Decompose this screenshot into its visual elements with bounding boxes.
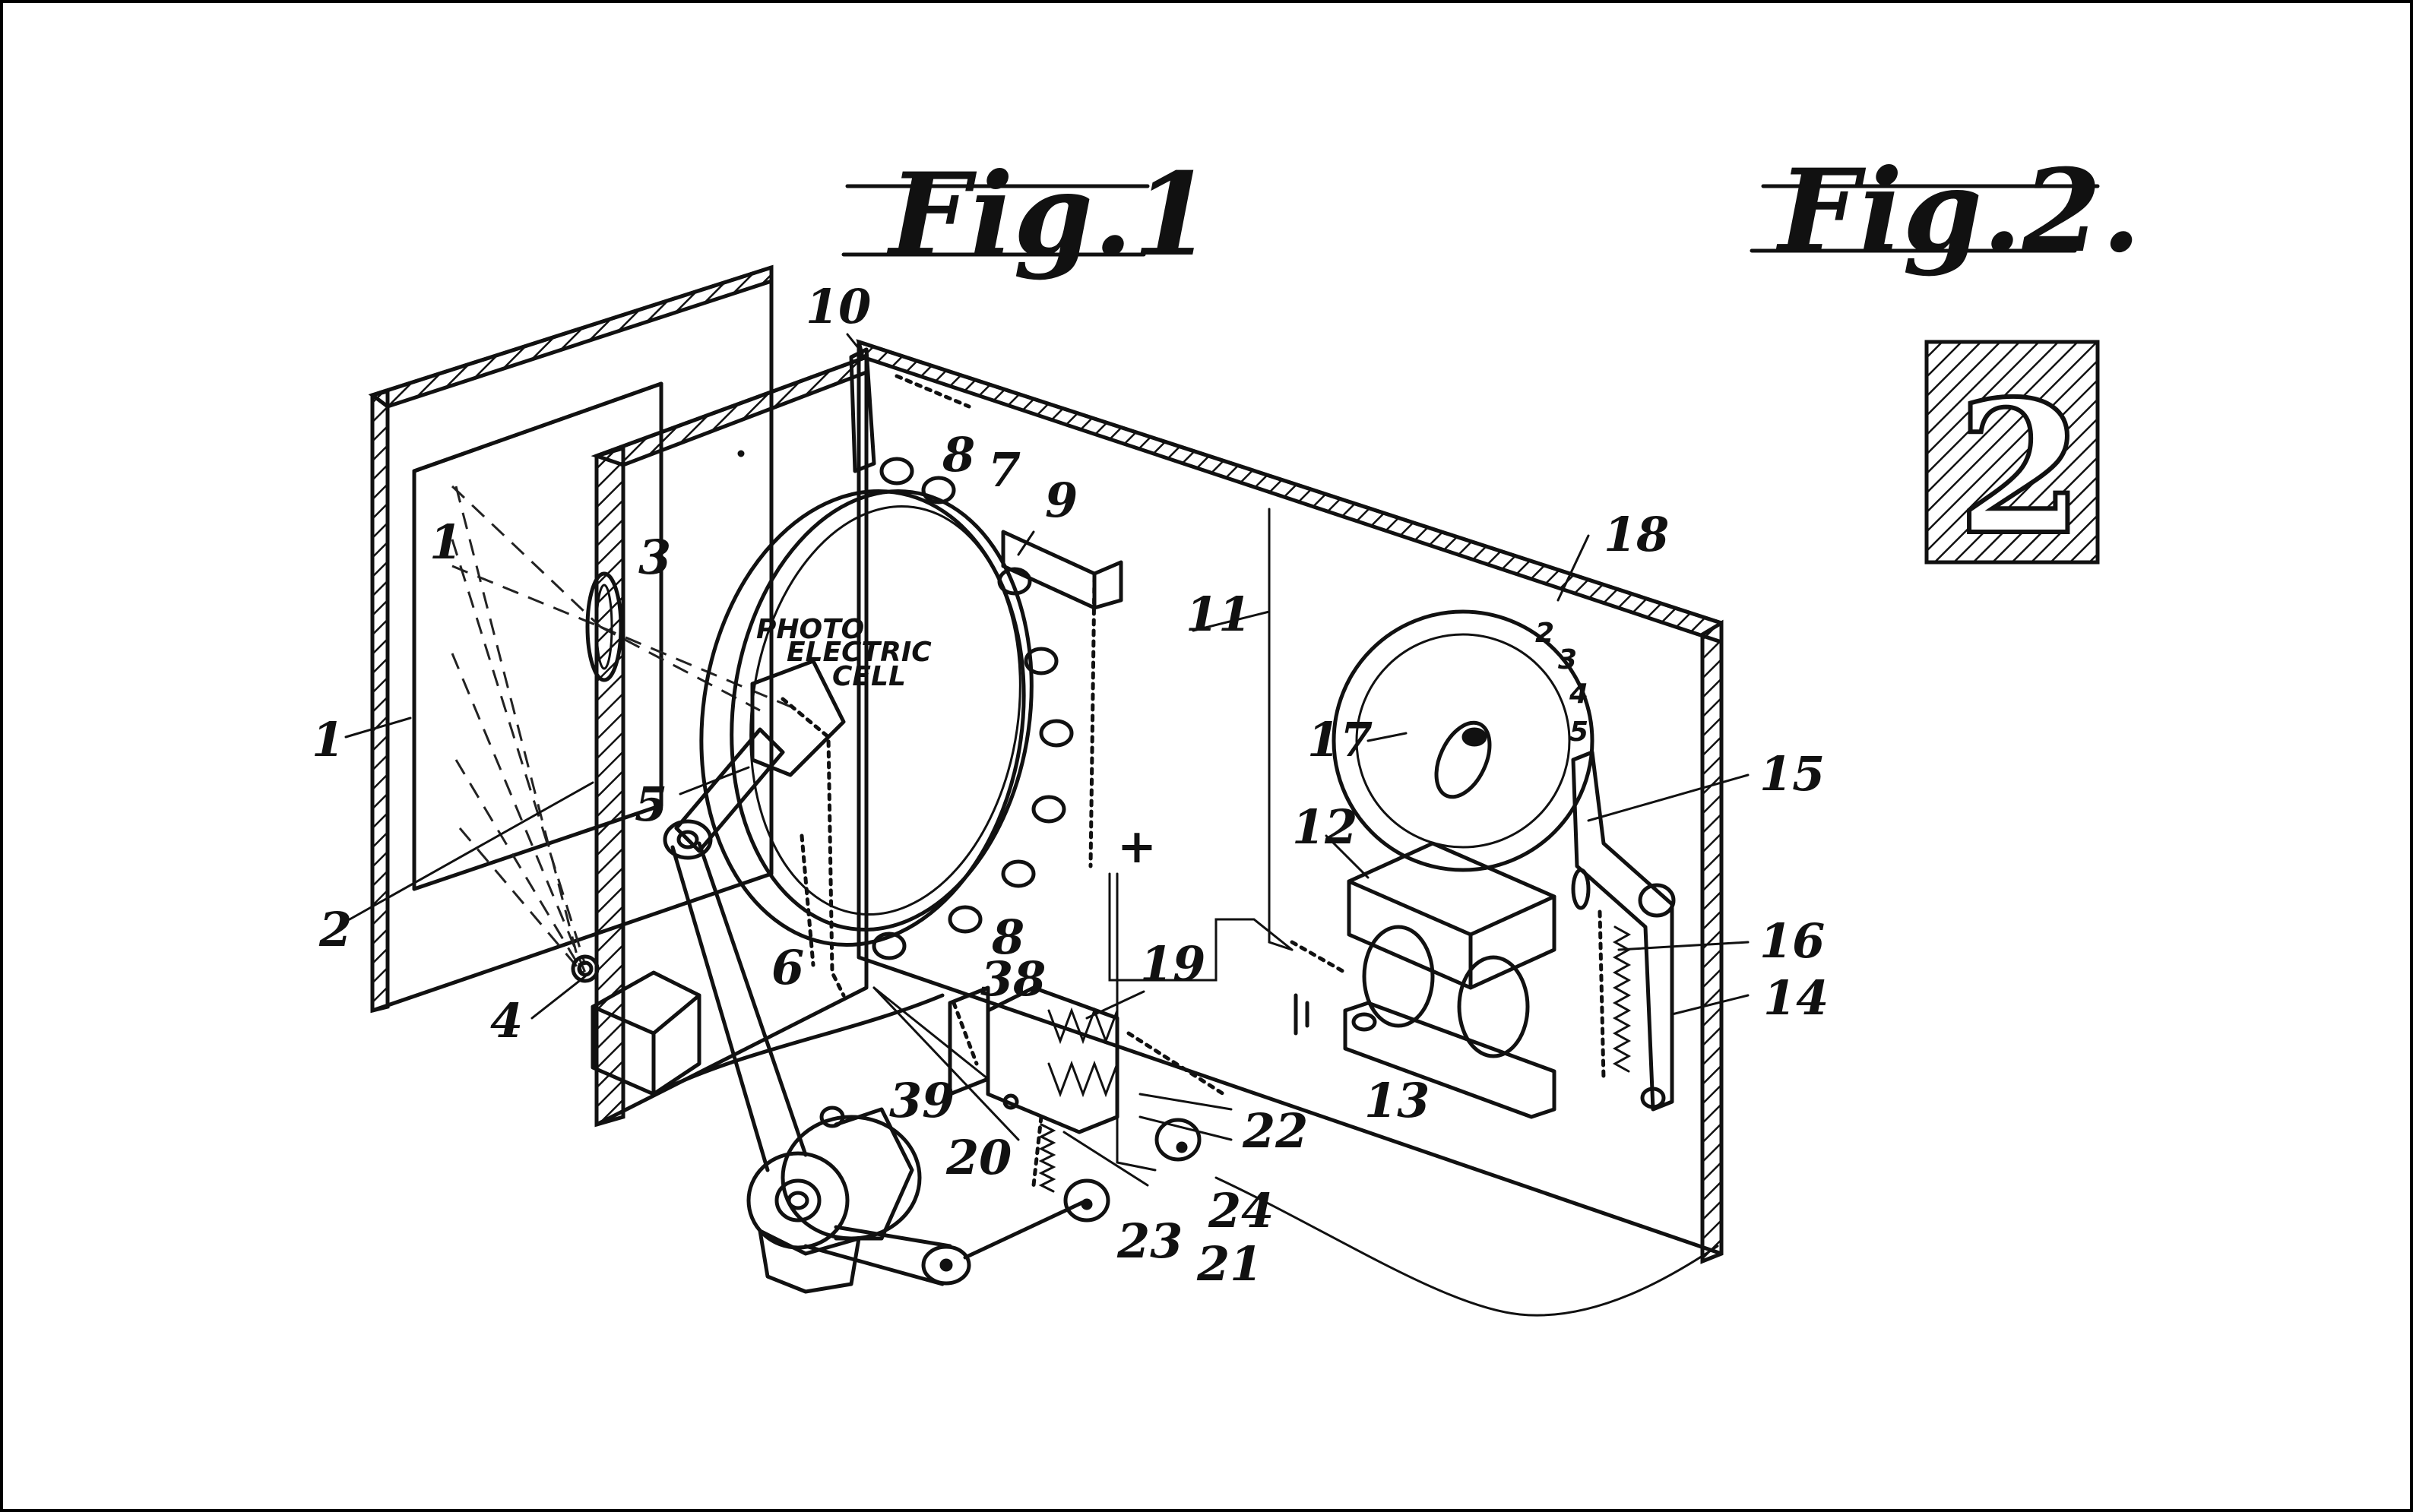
main-wall-panel <box>856 339 1724 1264</box>
ref-39: 39 <box>889 1073 955 1128</box>
lamp-box <box>591 970 701 1096</box>
ref-23: 23 <box>1116 1213 1183 1269</box>
cable <box>651 993 1719 1317</box>
ref-13: 13 <box>1364 1073 1430 1128</box>
ref-9: 9 <box>1045 473 1078 528</box>
ref-6: 6 <box>771 940 804 995</box>
ref-2: 2 <box>318 902 352 957</box>
ref-8-top: 8 <box>942 427 975 482</box>
leader-lines <box>344 333 1750 1020</box>
lens <box>585 571 623 682</box>
wire <box>1268 508 1294 951</box>
dial-mark-2: 2 <box>1535 618 1554 649</box>
plus-symbol: + <box>1117 818 1157 874</box>
ref-15: 15 <box>1759 746 1825 802</box>
ref-10: 10 <box>806 279 871 334</box>
ref-1-upper: 1 <box>429 514 462 570</box>
fig2-title: Fig.2. <box>1750 144 2141 278</box>
photo-electric-cell <box>663 659 846 860</box>
cell-caption: PHOTO ELECTRIC CELL <box>756 614 932 692</box>
ref-14: 14 <box>1763 970 1829 1026</box>
battery-circuit: + <box>1108 818 1309 1172</box>
dial-mark-5: 5 <box>1569 716 1588 748</box>
fig2-title-text: Fig.2. <box>1775 144 2141 278</box>
ref-12: 12 <box>1292 799 1357 855</box>
ref-3: 3 <box>638 530 671 585</box>
cell-label-photo: PHOTO <box>756 614 864 645</box>
reference-numerals: 1 1 2 3 4 5 6 7 8 8 9 10 11 12 13 14 15 … <box>312 279 1829 1292</box>
cell-label-cell: CELL <box>832 661 906 692</box>
cell-label-electric: ELECTRIC <box>787 637 932 668</box>
star-wheel <box>1332 609 1594 872</box>
ref-5: 5 <box>635 777 667 832</box>
ref-4: 4 <box>490 993 523 1049</box>
ref-38: 38 <box>980 951 1046 1007</box>
ref-7: 7 <box>988 442 1021 498</box>
coiled-wires <box>781 374 1606 1188</box>
bracket <box>1001 530 1123 610</box>
ref-18: 18 <box>1604 507 1669 562</box>
fig2-character: 2 <box>1957 361 2084 575</box>
electromagnet <box>1343 841 1556 1119</box>
ref-17: 17 <box>1307 712 1373 767</box>
drive-belts <box>670 841 1089 1286</box>
fig1-title-text: Fig.1 <box>886 148 1212 282</box>
ref-11: 11 <box>1186 587 1251 642</box>
spring-and-cams <box>1002 1093 1233 1223</box>
ref-1: 1 <box>312 712 344 767</box>
ref-20: 20 <box>945 1130 1012 1185</box>
fig2-section-block: 2 <box>1924 340 2100 577</box>
ref-8-bottom: 8 <box>991 909 1024 965</box>
ref-21: 21 <box>1196 1236 1262 1292</box>
dial-mark-4: 4 <box>1569 679 1588 710</box>
disk-teeth <box>872 457 1074 960</box>
ref-22: 22 <box>1242 1103 1308 1159</box>
motor <box>746 1106 971 1294</box>
dial-marks: 2 3 4 5 <box>1535 618 1588 748</box>
film-plate <box>368 264 774 1014</box>
ref-16: 16 <box>1759 913 1825 969</box>
lamp <box>571 954 600 983</box>
armature-lever <box>1571 750 1676 1112</box>
ref-19: 19 <box>1140 936 1205 992</box>
ref-24: 24 <box>1208 1183 1274 1238</box>
fig1-title: Fig.1 <box>841 148 1212 282</box>
dial-mark-3: 3 <box>1558 644 1577 675</box>
